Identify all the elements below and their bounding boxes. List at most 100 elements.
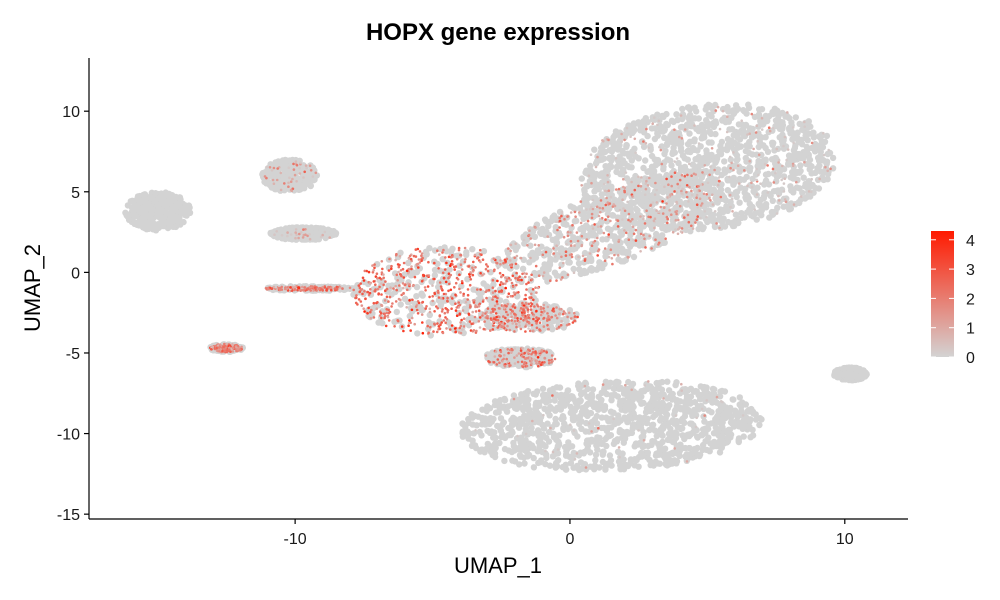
cell-point [535, 459, 542, 467]
cell-point [667, 200, 675, 207]
expressing-cell-point [748, 159, 751, 163]
expressing-cell-point [596, 236, 599, 240]
cell-point [773, 187, 780, 195]
expressing-cell-point [569, 211, 573, 214]
cell-point [746, 143, 753, 150]
expressing-cell-point [754, 131, 758, 134]
cell-point [628, 164, 635, 171]
cell-point [745, 104, 753, 112]
scatter-points [122, 101, 870, 474]
cell-point [619, 450, 626, 457]
expressing-cell-point [616, 225, 620, 228]
cell-point [762, 112, 769, 120]
cell-point [624, 251, 632, 258]
cell-point [149, 195, 156, 202]
cell-point [740, 411, 748, 418]
cell-point [653, 160, 660, 168]
expressing-cell-point [558, 266, 562, 270]
expressing-cell-point [558, 226, 561, 229]
cell-point [682, 398, 689, 405]
expressing-cell-point [679, 230, 683, 233]
expressing-cell-point [782, 144, 785, 148]
expressing-cell-point [695, 193, 699, 197]
cell-point [423, 251, 430, 258]
cell-point [800, 174, 807, 181]
cell-point [593, 266, 600, 273]
expressing-cell-point [642, 217, 645, 221]
expressing-cell-point [655, 201, 659, 204]
expressing-cell-point [623, 209, 627, 213]
cell-point [703, 147, 710, 154]
cell-point [714, 429, 722, 436]
expressing-cell-point [534, 226, 537, 229]
cell-point [536, 419, 543, 426]
cell-point [662, 415, 669, 422]
expressing-cell-point [519, 256, 523, 260]
cell-point [491, 453, 499, 461]
cell-point [494, 422, 501, 430]
cell-point [743, 173, 750, 181]
cell-point [582, 169, 589, 176]
cell-point [560, 220, 567, 228]
cell-point [443, 248, 450, 255]
cell-point [730, 396, 737, 403]
cell-point [611, 233, 618, 240]
cell-point [732, 411, 739, 418]
expressing-cell-point [827, 148, 830, 152]
cell-point [588, 267, 595, 274]
expressing-cell-point [732, 168, 735, 172]
expressing-cell-point [777, 161, 780, 164]
expressing-cell-point [528, 229, 531, 232]
cell-point [768, 156, 776, 163]
cell-point [762, 171, 770, 178]
cell-point [708, 113, 715, 120]
cell-point [764, 117, 771, 125]
expressing-cell-point [634, 228, 638, 232]
expressing-cell-point [653, 193, 657, 196]
cell-point [160, 195, 167, 202]
cell-point [800, 153, 807, 161]
expressing-cell-point [591, 198, 595, 202]
cell-point [620, 258, 627, 265]
expressing-cell-point [766, 191, 770, 194]
expressing-cell-point [775, 212, 779, 215]
cell-point [682, 219, 689, 227]
cell-point [575, 260, 583, 267]
cell-point [589, 169, 596, 176]
cell-point [571, 218, 579, 225]
expressing-cell-point [746, 184, 749, 187]
expressing-cell-point [710, 147, 714, 150]
cell-point [285, 170, 292, 177]
cell-point [160, 214, 167, 221]
expressing-cell-point [737, 182, 741, 185]
expressing-cell-point [694, 173, 697, 176]
expressing-cell-point [576, 239, 580, 243]
expressing-cell-point [792, 203, 796, 206]
cell-point [677, 425, 684, 433]
expressing-cell-point [791, 126, 795, 129]
cell-point [588, 438, 595, 445]
expressing-cell-point [680, 137, 684, 140]
cell-point [513, 263, 520, 270]
cell-point [788, 128, 795, 135]
cell-point [186, 204, 193, 211]
cell-point [715, 408, 722, 415]
cell-point [426, 245, 433, 252]
cell-point [553, 459, 560, 467]
cell-point [543, 228, 550, 235]
cell-point [459, 420, 466, 427]
cell-point [792, 114, 799, 121]
cell-point [569, 393, 576, 400]
expressing-cell-point [786, 111, 789, 114]
cell-point [702, 438, 709, 445]
expressing-cell-point [654, 238, 657, 241]
cell-point [604, 225, 612, 232]
cell-point [473, 422, 480, 429]
cell-point [695, 115, 702, 122]
expressing-cell-point [726, 115, 729, 118]
cell-point [807, 123, 814, 130]
cell-point [397, 301, 404, 308]
cell-point [712, 130, 719, 138]
cell-point [698, 121, 706, 129]
cell-point [719, 424, 726, 431]
